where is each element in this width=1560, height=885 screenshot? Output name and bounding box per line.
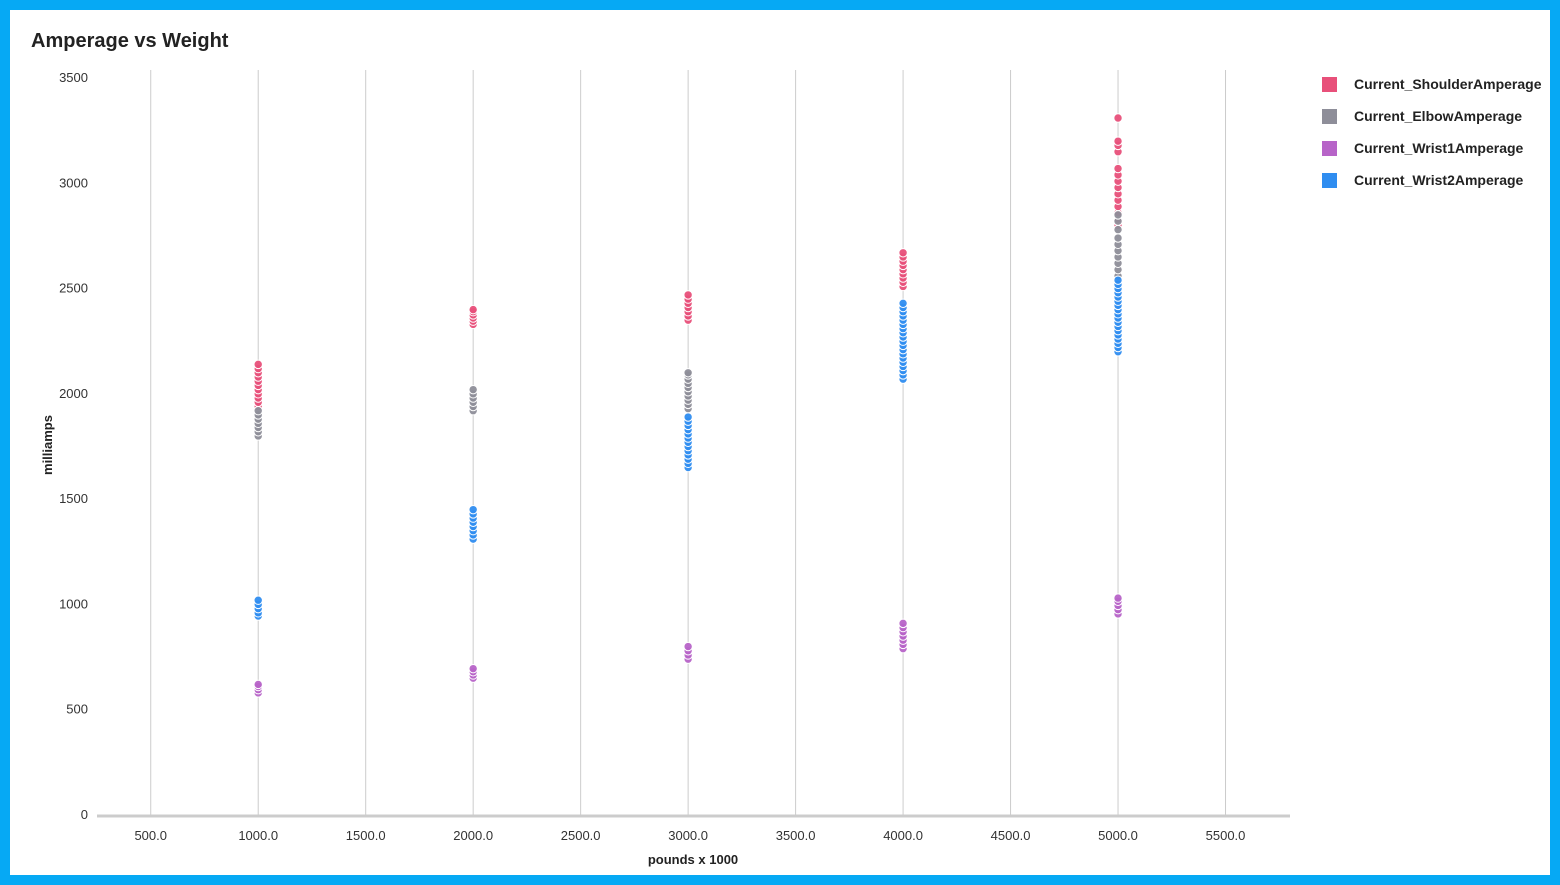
data-point: [1113, 163, 1123, 174]
x-tick-label: 1000.0: [238, 828, 278, 843]
x-axis-title: pounds x 1000: [648, 852, 738, 867]
data-point: [468, 304, 478, 315]
legend-label-wrist2: Current_Wrist2Amperage: [1354, 172, 1524, 188]
chart-panel: Amperage vs Weight Current_ShoulderAmper…: [10, 10, 1550, 875]
data-point: [1113, 210, 1123, 220]
x-tick-label: 500.0: [134, 828, 167, 843]
legend-item-elbow[interactable]: Current_ElbowAmperage: [1322, 100, 1541, 132]
x-tick-label: 2500.0: [561, 828, 601, 843]
y-tick-label: 2000: [59, 386, 88, 401]
x-tick-label: 5500.0: [1206, 828, 1246, 843]
chart-title: Amperage vs Weight: [31, 30, 229, 52]
data-point: [1113, 233, 1123, 243]
x-tick-label: 4000.0: [883, 828, 923, 843]
y-tick-label: 3000: [59, 175, 88, 190]
x-tick-label: 4500.0: [991, 828, 1031, 843]
data-point: [1113, 593, 1123, 603]
y-tick-label: 1500: [59, 491, 88, 506]
data-point: [253, 595, 263, 605]
data-point: [468, 504, 478, 515]
y-axis-title: milliamps: [40, 415, 55, 475]
x-tick-label: 2000.0: [453, 828, 493, 843]
x-tick-label: 1500.0: [346, 828, 386, 843]
data-point: [1113, 224, 1123, 235]
legend-item-wrist1[interactable]: Current_Wrist1Amperage: [1322, 132, 1541, 164]
legend-swatch-wrist1: [1322, 140, 1337, 156]
data-point: [683, 412, 693, 422]
data-point: [253, 406, 263, 416]
data-point: [898, 618, 908, 629]
x-tick-label: 5000.0: [1098, 828, 1138, 843]
data-point: [468, 384, 478, 395]
legend-label-wrist1: Current_Wrist1Amperage: [1354, 140, 1524, 156]
x-tick-label: 3000.0: [668, 828, 708, 843]
data-point: [898, 248, 908, 258]
data-point: [1113, 275, 1123, 285]
y-tick-label: 1000: [59, 596, 88, 611]
legend-label-shoulder: Current_ShoulderAmperage: [1354, 76, 1542, 92]
data-point: [683, 290, 693, 300]
legend-item-wrist2[interactable]: Current_Wrist2Amperage: [1322, 164, 1541, 196]
x-tick-label: 3500.0: [776, 828, 816, 843]
y-tick-label: 0: [81, 807, 88, 822]
legend-swatch-wrist2: [1322, 172, 1337, 188]
data-point: [683, 368, 693, 378]
data-point: [468, 663, 478, 674]
legend-swatch-shoulder: [1322, 76, 1337, 92]
data-point: [253, 359, 263, 370]
data-point: [1113, 113, 1123, 123]
data-point: [253, 679, 263, 690]
legend-label-elbow: Current_ElbowAmperage: [1354, 108, 1523, 124]
y-tick-label: 3500: [59, 70, 88, 85]
legend: Current_ShoulderAmperage Current_ElbowAm…: [1322, 68, 1541, 196]
data-point: [898, 298, 908, 309]
data-point: [1113, 136, 1123, 146]
legend-swatch-elbow: [1322, 108, 1337, 124]
y-tick-label: 2500: [59, 281, 88, 296]
y-tick-label: 500: [66, 702, 88, 717]
data-point: [683, 641, 693, 652]
legend-item-shoulder[interactable]: Current_ShoulderAmperage: [1322, 68, 1541, 100]
